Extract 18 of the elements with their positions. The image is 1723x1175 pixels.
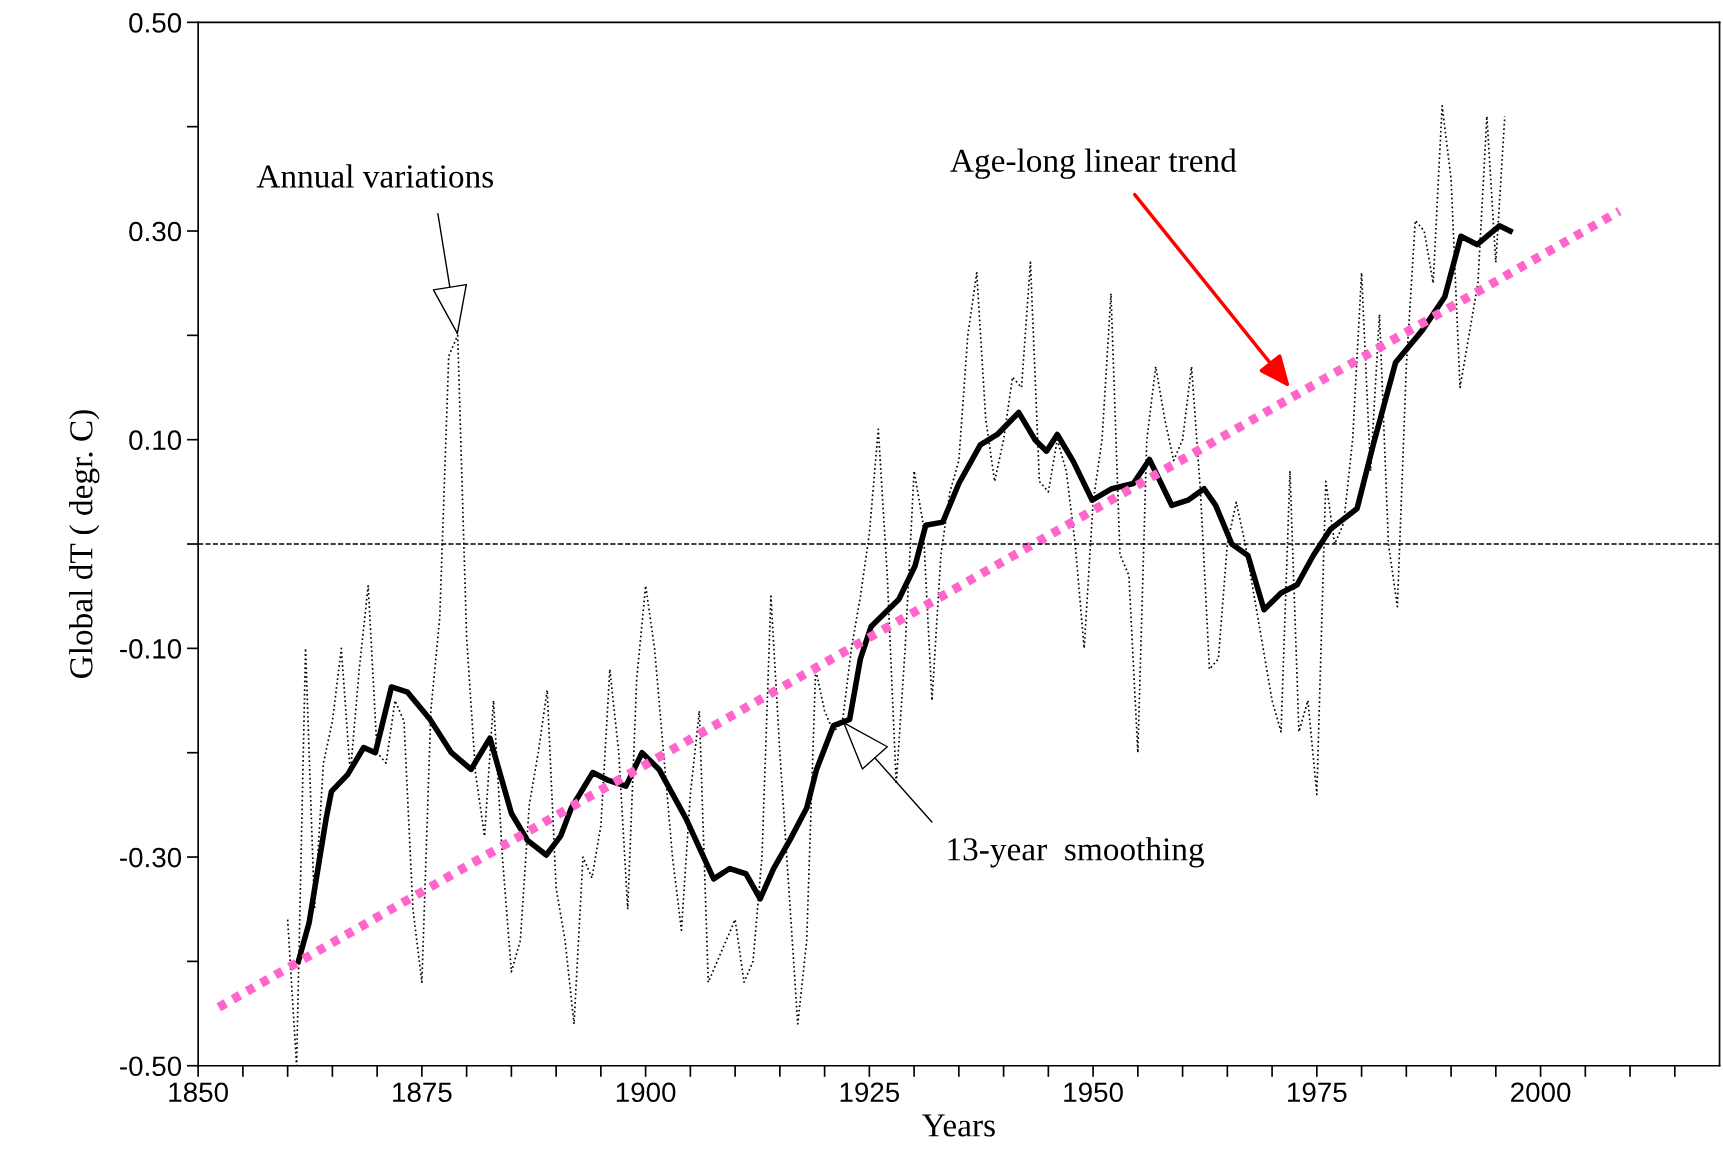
y-tick-label: -0.10 [120, 639, 182, 659]
x-tick-label: 2000 [1511, 1082, 1571, 1103]
x-tick-label: 1850 [169, 1082, 228, 1103]
y-tick-label: -0.30 [120, 847, 182, 868]
y-tick-label: 0.50 [129, 12, 182, 33]
y-tick-label: 0.30 [129, 221, 182, 242]
x-tick-label: 1925 [840, 1082, 900, 1103]
annotation: 13-year smoothing [948, 837, 1204, 868]
y-axis-title: Global dT ( degr. C) [69, 410, 100, 678]
x-tick-label: 1975 [1288, 1082, 1347, 1103]
x-tick-label: 1950 [1064, 1082, 1123, 1103]
x-tick-label: 1875 [393, 1082, 452, 1103]
x-tick-label: 1900 [616, 1082, 676, 1103]
x-axis-title: Years [922, 1114, 995, 1137]
y-tick-label: -0.50 [120, 1056, 182, 1077]
annotation: Annual variations [256, 164, 494, 188]
annotation: Age-long linear trend [950, 148, 1237, 179]
y-tick-label: 0.10 [129, 430, 182, 451]
